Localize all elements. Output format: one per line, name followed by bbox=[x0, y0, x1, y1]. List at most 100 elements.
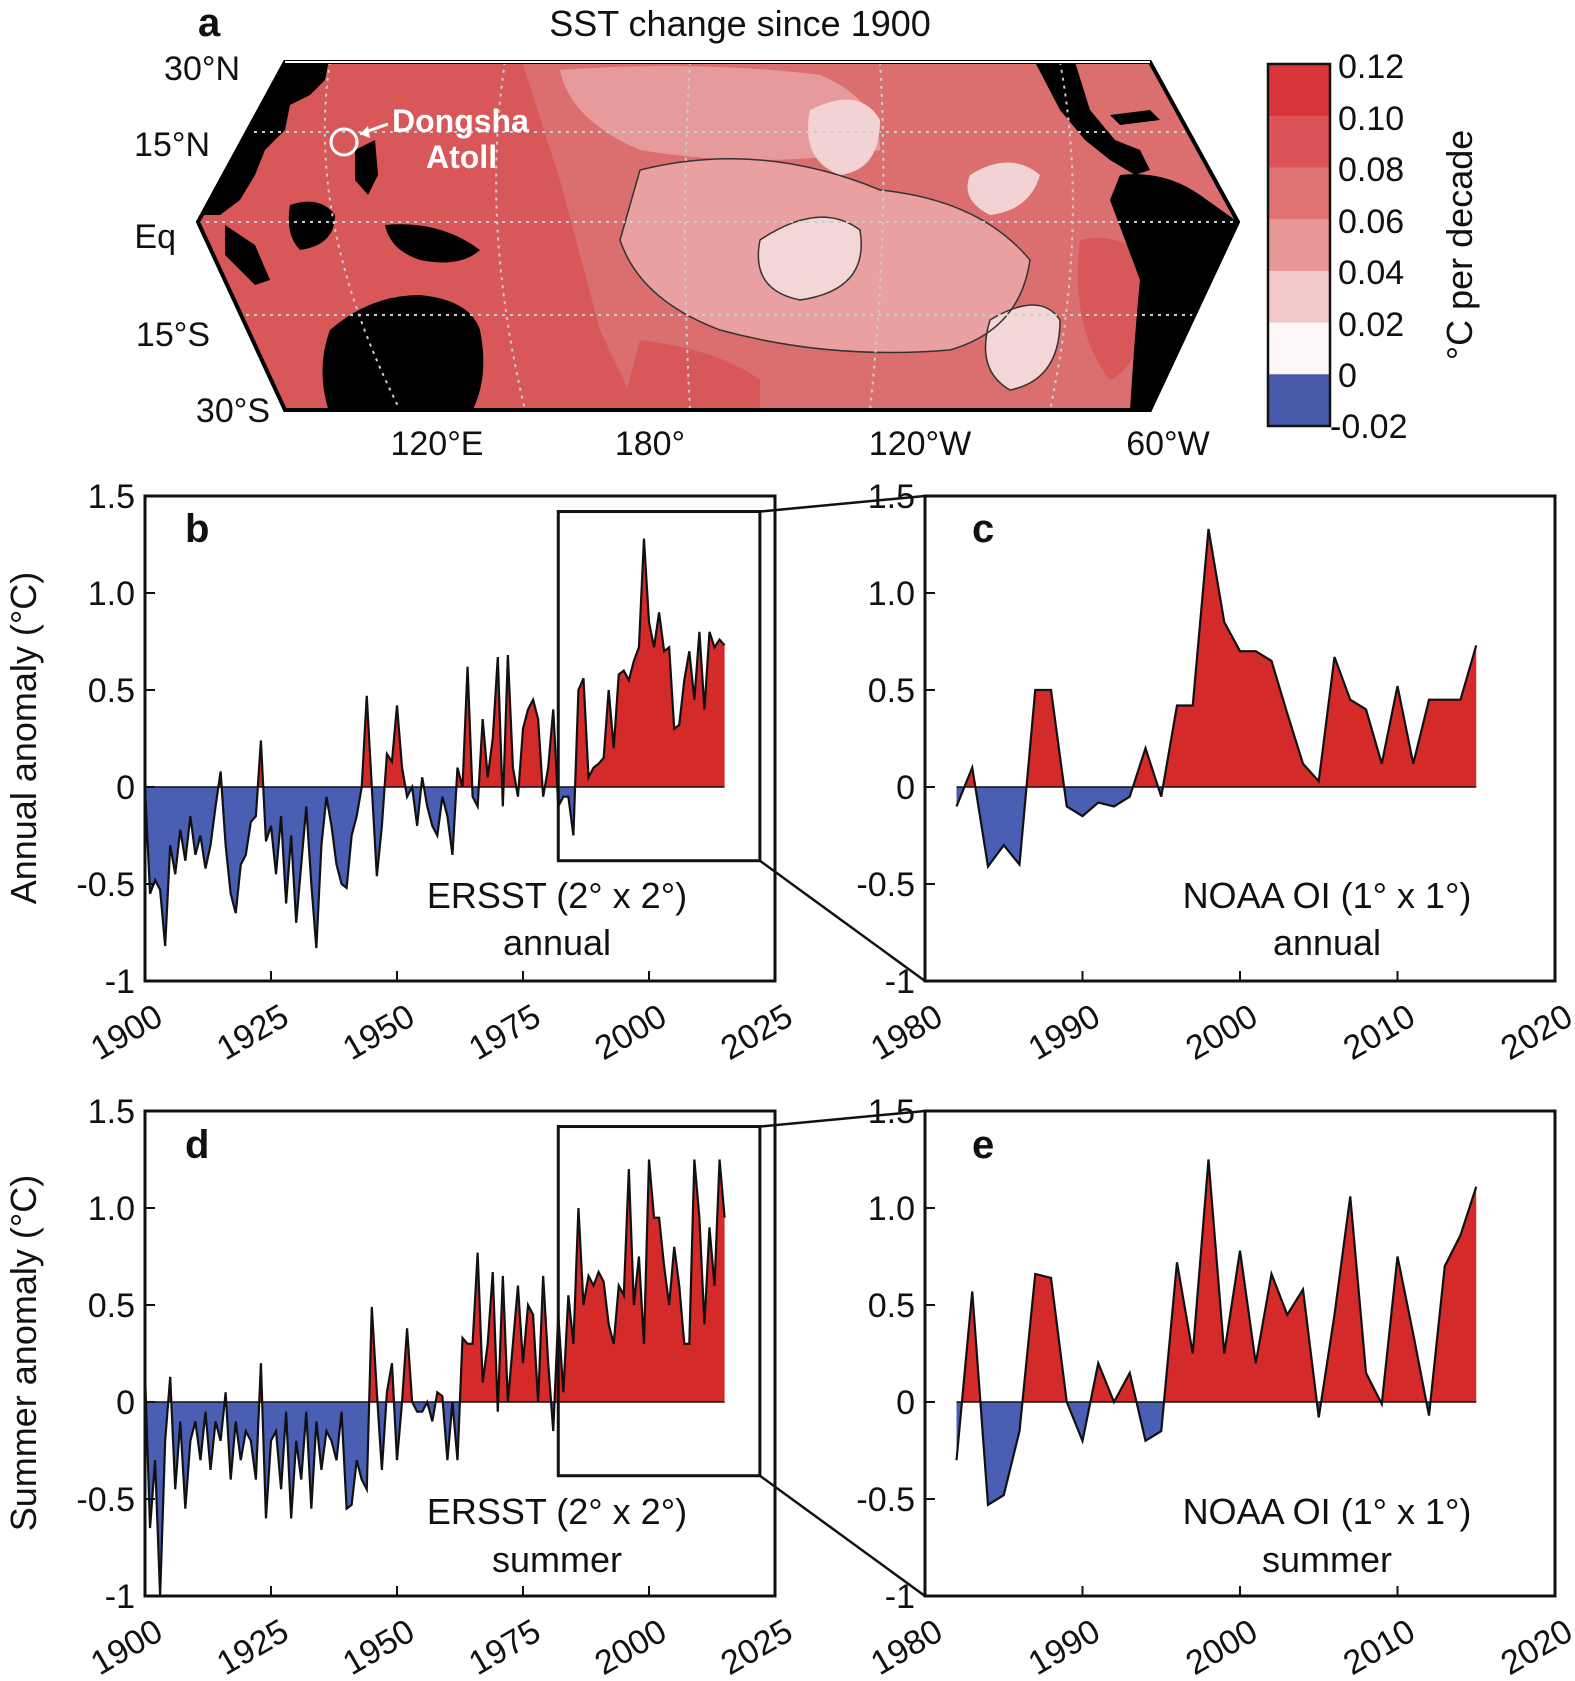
cool-patch-2 bbox=[808, 99, 880, 175]
ytick-label-b-3: 0 bbox=[116, 769, 135, 807]
negative-area-b-4 bbox=[263, 787, 362, 949]
xtick-label-b-0: 1900 bbox=[84, 997, 169, 1068]
inset-box-b bbox=[556, 510, 762, 863]
ytick-label-e-3: 0 bbox=[896, 1384, 915, 1422]
negative-area-d-7 bbox=[262, 1402, 370, 1519]
ytick-label-c-2: 0.5 bbox=[868, 672, 915, 710]
map-panel: a SST change since 1900 bbox=[134, 1, 1480, 463]
ytick-label-b-4: -0.5 bbox=[76, 866, 135, 904]
xtick-label-d-1: 1925 bbox=[210, 1612, 295, 1681]
positive-area-e-14 bbox=[1430, 1186, 1477, 1402]
positive-area-d-21 bbox=[507, 1285, 539, 1402]
positive-area-c-3 bbox=[1026, 690, 1065, 787]
map-title: SST change since 1900 bbox=[549, 3, 931, 44]
zoom-connector-b-bottom bbox=[759, 859, 926, 983]
zoom-connector-d-bottom bbox=[759, 1474, 926, 1598]
warm-patch-east bbox=[1078, 238, 1150, 380]
lon-label-60w: 60°W bbox=[1126, 425, 1210, 463]
area-series-b bbox=[143, 538, 726, 949]
series-line-b bbox=[143, 538, 726, 949]
panel-label-c: c bbox=[972, 507, 994, 551]
lat-label-eq: Eq bbox=[134, 218, 176, 256]
positive-area-e-10 bbox=[1321, 1196, 1381, 1402]
land-australia bbox=[322, 295, 484, 410]
lat-label-30n: 30°N bbox=[164, 50, 240, 88]
lat-label-15s: 15°S bbox=[136, 316, 210, 354]
xtick-label-c-4: 2020 bbox=[1494, 997, 1575, 1068]
colorbar-tick-5: 0.02 bbox=[1338, 306, 1404, 344]
positive-area-e-8 bbox=[1163, 1159, 1317, 1402]
annotation-e-line1: NOAA OI (1° x 1°) bbox=[1183, 1491, 1472, 1532]
positive-area-d-18 bbox=[459, 1252, 498, 1402]
land-philippines bbox=[355, 140, 378, 195]
xtick-label-b-2: 1950 bbox=[336, 997, 421, 1068]
cool-patch-3 bbox=[985, 305, 1060, 390]
xtick-label-e-3: 2010 bbox=[1337, 1612, 1422, 1681]
colorbar-swatch-5 bbox=[1268, 322, 1330, 375]
negative-area-d-16 bbox=[442, 1402, 453, 1461]
colorbar-frame bbox=[1266, 62, 1332, 428]
colorbar-swatch-2 bbox=[1268, 167, 1330, 220]
positive-area-b-19 bbox=[518, 699, 543, 787]
positive-area-b-13 bbox=[462, 666, 473, 787]
colorbar: 0.12 0.10 0.08 0.06 0.04 0.02 0 -0.02 °C… bbox=[1266, 48, 1480, 446]
negative-area-b-11 bbox=[423, 787, 457, 855]
plot-frame-b bbox=[143, 494, 777, 983]
atoll-label: Atoll bbox=[426, 139, 497, 175]
ytick-label-d-5: -1 bbox=[105, 1578, 135, 1616]
lon-label-180: 180° bbox=[615, 425, 685, 463]
series-line-e bbox=[955, 1159, 1478, 1507]
area-series-d bbox=[143, 1159, 726, 1597]
annotation-e-line2: summer bbox=[1262, 1539, 1392, 1580]
xtick-label-e-4: 2020 bbox=[1494, 1612, 1575, 1681]
colorbar-swatch-3 bbox=[1268, 219, 1330, 272]
positive-area-c-7 bbox=[1162, 528, 1477, 787]
annotation-c-line2: annual bbox=[1273, 922, 1381, 963]
lat-label-30s: 30°S bbox=[196, 392, 270, 430]
lat-label-15n: 15°N bbox=[134, 126, 210, 164]
inset-box-d bbox=[556, 1125, 762, 1478]
xtick-label-d-2: 1950 bbox=[336, 1612, 421, 1681]
ytick-label-c-4: -0.5 bbox=[856, 866, 915, 904]
dongsha-arrowhead bbox=[360, 126, 370, 138]
positive-area-e-12 bbox=[1381, 1256, 1427, 1402]
panel-label-d: d bbox=[185, 1123, 209, 1167]
xtick-label-c-2: 2000 bbox=[1179, 997, 1264, 1068]
land-caribbean bbox=[1110, 110, 1160, 125]
land-central-america bbox=[1035, 62, 1150, 175]
xtick-label-c-3: 2010 bbox=[1337, 997, 1422, 1068]
series-line-c bbox=[955, 528, 1478, 870]
xtick-label-b-5: 2025 bbox=[714, 997, 799, 1068]
ytick-label-c-1: 1.0 bbox=[868, 575, 915, 613]
positive-area-d-20 bbox=[498, 1275, 508, 1402]
xtick-label-e-0: 1980 bbox=[864, 1612, 949, 1681]
colorbar-tick-4: 0.04 bbox=[1338, 254, 1404, 292]
negative-area-d-9 bbox=[377, 1402, 387, 1470]
colorbar-swatch-4 bbox=[1268, 270, 1330, 324]
map-body bbox=[198, 62, 1238, 410]
colorbar-label: °C per decade bbox=[1439, 130, 1480, 361]
ytick-label-b-2: 0.5 bbox=[88, 672, 135, 710]
cool-patch-1 bbox=[758, 217, 862, 300]
xtick-label-b-4: 2000 bbox=[588, 997, 673, 1068]
colorbar-swatches bbox=[1268, 64, 1330, 427]
contour-3 bbox=[984, 304, 1061, 391]
annotation-b-line1: ERSST (2° x 2°) bbox=[427, 875, 687, 916]
zoom-connector-d-top bbox=[759, 1109, 926, 1128]
land-south-america bbox=[1110, 174, 1238, 410]
ytick-label-d-1: 1.0 bbox=[88, 1190, 135, 1228]
colorbar-tick-6: 0 bbox=[1338, 357, 1357, 395]
positive-area-d-12 bbox=[402, 1328, 413, 1402]
negative-area-d-3 bbox=[171, 1402, 225, 1509]
ytick-label-b-0: 1.5 bbox=[88, 478, 135, 516]
positive-area-b-23 bbox=[575, 538, 725, 787]
negative-area-d-5 bbox=[226, 1402, 260, 1480]
annotation-b-line2: annual bbox=[503, 922, 611, 963]
positive-area-e-3 bbox=[1022, 1273, 1067, 1402]
ytick-label-d-3: 0 bbox=[116, 1384, 135, 1422]
annotation-d-line2: summer bbox=[492, 1539, 622, 1580]
